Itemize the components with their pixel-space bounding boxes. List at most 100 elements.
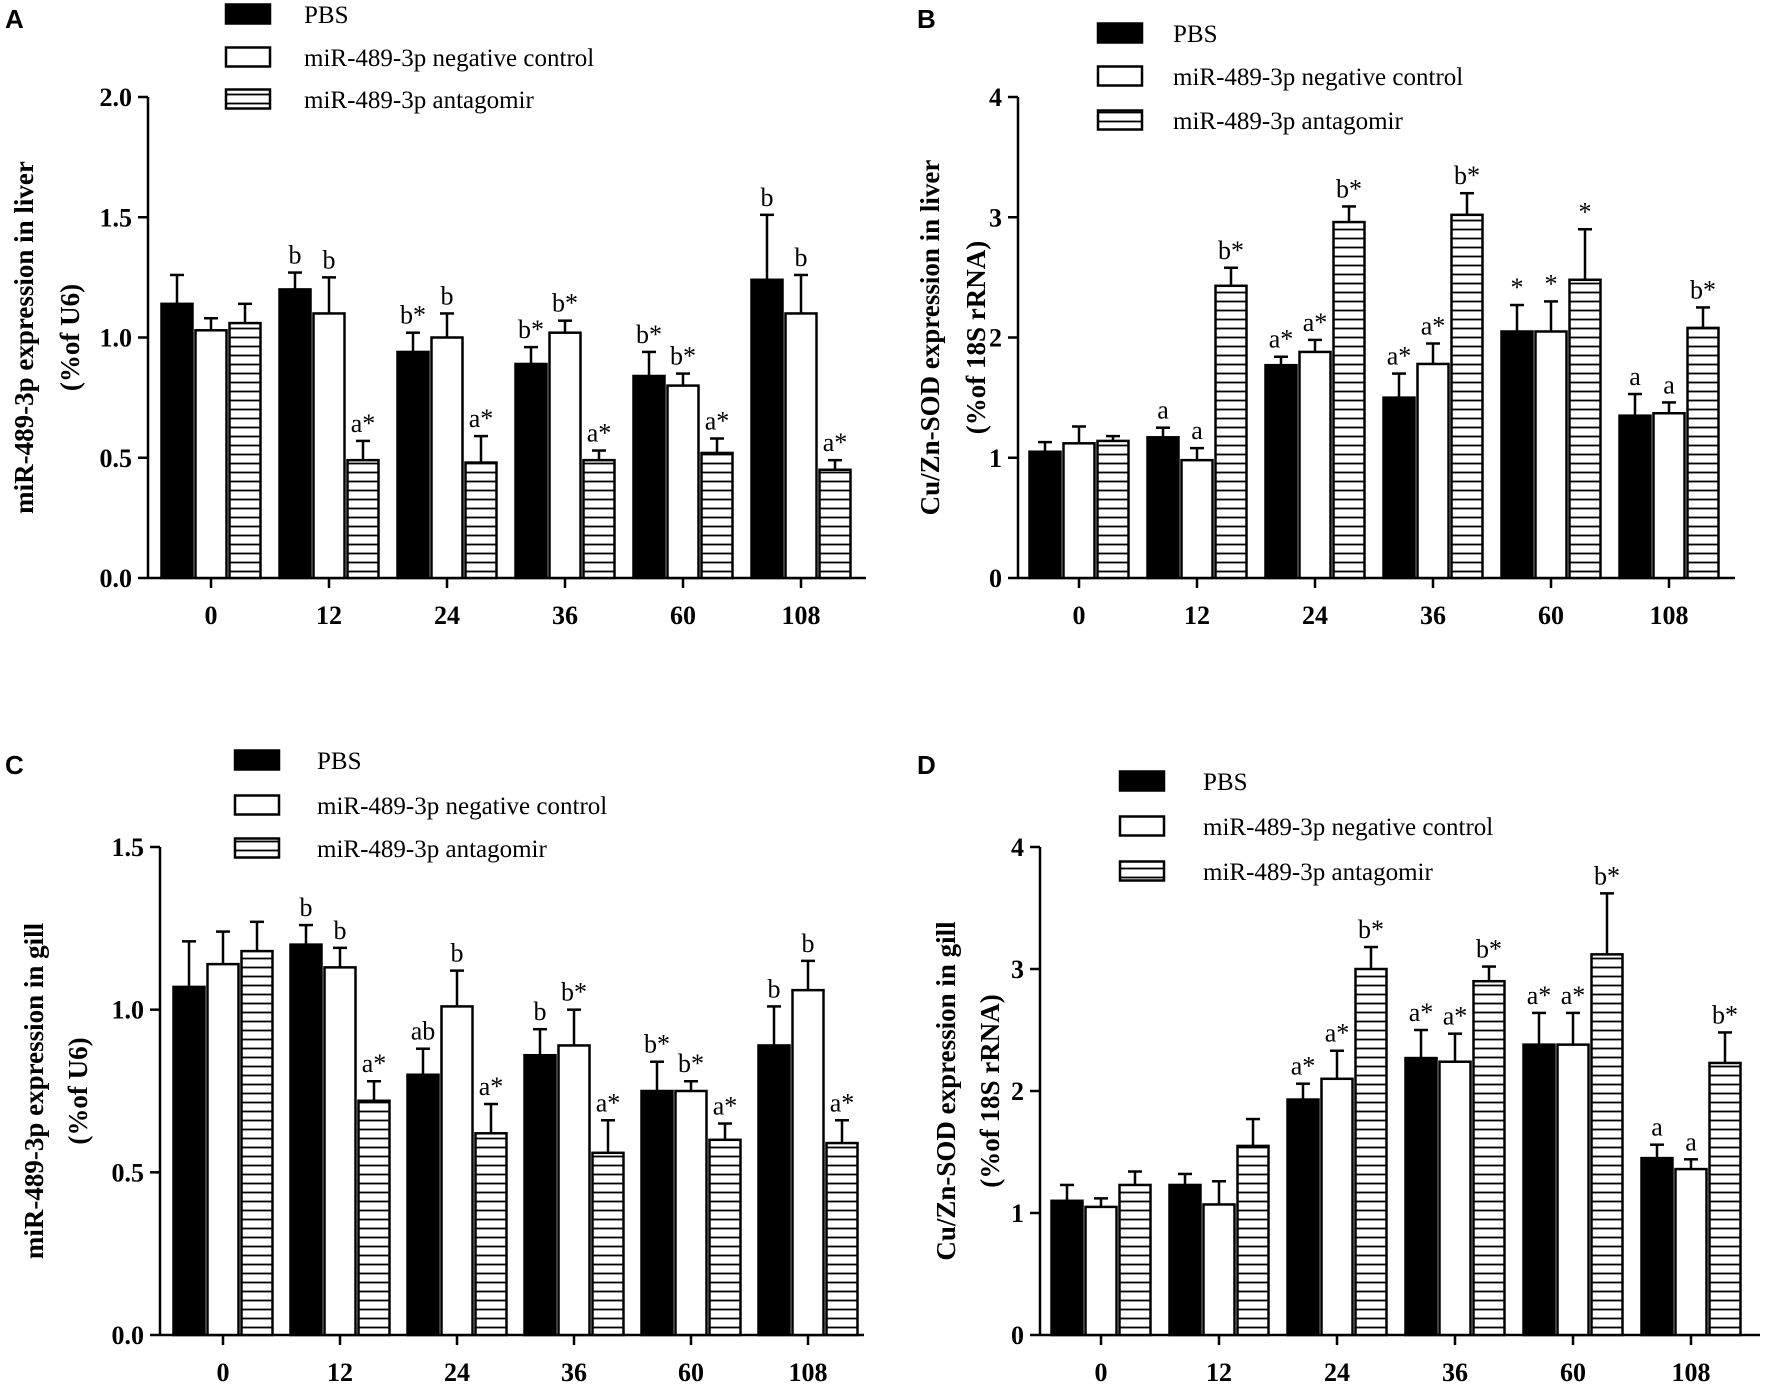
- significance-label: *: [1511, 273, 1524, 302]
- legend-swatch-pbs: [1118, 770, 1166, 792]
- legend: PBS miR-489-3p negative control miR-489-3p…: [1118, 769, 1493, 886]
- bar-negative-control: [1180, 458, 1214, 580]
- legend-swatch-antagomir: [224, 88, 272, 110]
- bar-pbs: [278, 288, 312, 580]
- bar-pbs: [406, 1073, 440, 1337]
- y-tick-label: 4: [1011, 833, 1024, 862]
- x-tick-label: 108: [782, 601, 821, 630]
- significance-label: b*: [1712, 1000, 1738, 1029]
- legend-label-negative-control: miR-489-3p negative control: [304, 45, 594, 72]
- bar-antagomir: [1118, 1183, 1152, 1337]
- significance-label: a*: [469, 404, 494, 433]
- bar-antagomir: [582, 458, 616, 580]
- bar-negative-control: [206, 962, 240, 1337]
- bar-pbs: [1168, 1183, 1202, 1337]
- bar-negative-control: [323, 966, 357, 1337]
- bar-antagomir: [591, 1151, 625, 1337]
- y-tick-label: 0: [1011, 1321, 1024, 1350]
- legend-label-antagomir: miR-489-3p antagomir: [304, 87, 534, 114]
- bar-antagomir: [1096, 439, 1130, 580]
- x-tick-label: 36: [1442, 1358, 1468, 1386]
- bar-negative-control: [430, 336, 464, 580]
- y-tick-label: 4: [989, 83, 1002, 112]
- panel-letter: C: [5, 750, 24, 780]
- significance-label: b*: [1454, 161, 1480, 190]
- y-axis-label-units: (%of 18S rRNA): [975, 994, 1005, 1187]
- bar-antagomir: [464, 461, 498, 580]
- significance-label: b: [441, 281, 454, 310]
- bar-negative-control: [1202, 1203, 1236, 1337]
- bar-negative-control: [548, 331, 582, 580]
- legend-label-pbs: PBS: [1173, 21, 1217, 48]
- bar-pbs: [160, 302, 194, 580]
- bar-negative-control: [1534, 330, 1568, 580]
- significance-label: a: [1651, 1113, 1663, 1142]
- x-tick-label: 24: [1324, 1358, 1350, 1386]
- bar-negative-control: [194, 329, 228, 580]
- y-tick-label: 2: [989, 324, 1002, 353]
- bar-pbs: [1522, 1043, 1556, 1337]
- y-tick-label: 1.5: [100, 203, 133, 232]
- significance-label: a*: [587, 419, 612, 448]
- bar-pbs: [1500, 330, 1534, 580]
- bar-pbs: [1640, 1156, 1674, 1337]
- y-axis-label: miR-489-3p expression in liver: [9, 161, 39, 514]
- bar-pbs: [1050, 1199, 1084, 1337]
- y-tick-label: 3: [1011, 955, 1024, 984]
- significance-label: a*: [1561, 981, 1586, 1010]
- x-tick-label: 60: [1560, 1358, 1586, 1386]
- significance-label: a*: [830, 1088, 855, 1117]
- bar-antagomir: [1708, 1061, 1742, 1337]
- panel-a: A 0.0 0.5 1.0 1.5 2.0 miR-489-3p expression in…: [5, 2, 866, 630]
- legend-swatch-antagomir: [1096, 109, 1144, 131]
- bar-antagomir: [700, 451, 734, 580]
- bar-negative-control: [557, 1044, 591, 1337]
- significance-label: a*: [713, 1092, 738, 1121]
- x-tick-label: 24: [434, 601, 460, 630]
- bar-pbs: [1146, 436, 1180, 580]
- significance-label: b*: [1358, 915, 1384, 944]
- bar-antagomir: [1332, 220, 1366, 580]
- legend-label-pbs: PBS: [304, 2, 348, 29]
- bar-pbs: [1404, 1056, 1438, 1337]
- significance-label: b: [300, 893, 313, 922]
- bar-pbs: [750, 278, 784, 580]
- bar-negative-control: [312, 312, 346, 580]
- legend-label-pbs: PBS: [317, 748, 361, 775]
- bar-negative-control: [1416, 362, 1450, 580]
- significance-label: b: [323, 245, 336, 274]
- legend-label-negative-control: miR-489-3p negative control: [1203, 814, 1493, 841]
- bar-pbs: [523, 1053, 557, 1337]
- panel-letter: B: [917, 4, 936, 34]
- bar-antagomir: [474, 1132, 508, 1337]
- significance-label: a*: [1303, 308, 1328, 337]
- significance-label: a*: [1443, 1002, 1468, 1031]
- bar-pbs: [1382, 396, 1416, 580]
- legend-label-antagomir: miR-489-3p antagomir: [1203, 859, 1433, 886]
- y-axis-label-units: (%of 18S rRNA): [961, 241, 991, 434]
- bar-pbs: [640, 1089, 674, 1337]
- significance-label: a: [1685, 1127, 1697, 1156]
- bar-antagomir: [357, 1099, 391, 1337]
- bar-antagomir: [708, 1138, 742, 1337]
- x-tick-label: 0: [217, 1358, 230, 1386]
- legend-label-negative-control: miR-489-3p negative control: [1173, 64, 1463, 91]
- significance-label: a*: [1325, 1019, 1350, 1048]
- x-tick-label: 108: [789, 1358, 828, 1386]
- significance-label: b: [761, 183, 774, 212]
- legend-label-antagomir: miR-489-3p antagomir: [317, 836, 547, 863]
- x-tick-label: 12: [327, 1358, 353, 1386]
- legend-swatch-negative-control: [224, 46, 272, 68]
- y-tick-label: 1: [1011, 1199, 1024, 1228]
- significance-label: b*: [670, 342, 696, 371]
- legend-label-antagomir: miR-489-3p antagomir: [1173, 108, 1403, 135]
- bar-antagomir: [825, 1141, 859, 1337]
- x-tick-label: 60: [670, 601, 696, 630]
- bar-negative-control: [791, 988, 825, 1337]
- significance-label: *: [1545, 269, 1558, 298]
- significance-label: ab: [411, 1017, 436, 1046]
- significance-label: a: [1629, 362, 1641, 391]
- significance-label: b*: [1594, 861, 1620, 890]
- significance-label: a*: [1291, 1052, 1316, 1081]
